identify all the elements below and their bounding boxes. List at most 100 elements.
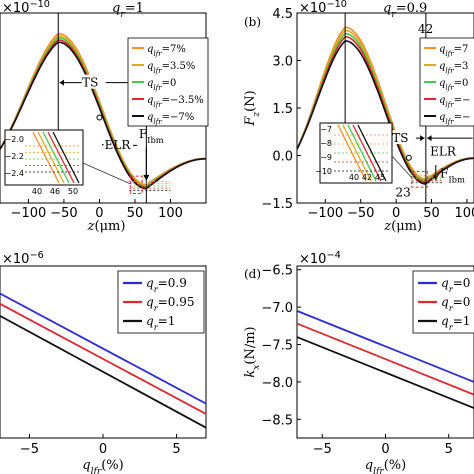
legend-label: qr=0.95 (146, 295, 194, 313)
legend-label: qlfr=−7% (147, 112, 194, 126)
series-line-1 (297, 310, 474, 383)
x-tick-label: 0 (381, 442, 389, 457)
series-line-3 (0, 315, 206, 429)
x-axis-label: z(μm) (87, 219, 126, 234)
inset-x-tick-label: 42 (362, 173, 372, 182)
inset-y-tick-label: −8 (320, 139, 332, 148)
inset-series-line (52, 131, 80, 184)
ts-label: TS (82, 76, 98, 90)
x-tick-label: −100 (11, 206, 47, 221)
panel-title: qr=1 (112, 1, 144, 20)
x-tick-label: −5 (20, 442, 39, 457)
inset-series-line (352, 124, 382, 182)
y-tick-label: −8.0 (261, 376, 293, 391)
y-tick-label: 0.0 (272, 150, 293, 165)
legend-label: qlfr=− (439, 112, 470, 126)
series-line-2 (0, 303, 206, 415)
inset-series-line (37, 131, 65, 184)
y-tick-label: −1.5 (261, 197, 293, 212)
legend-label: qr=0.9 (146, 276, 187, 294)
inset-connector (391, 155, 412, 178)
ts-label-bg (81, 74, 106, 89)
legend-label: qr=0 (441, 276, 470, 294)
curves-group (0, 32, 206, 190)
ts-arrowhead-left (59, 79, 64, 86)
elr-arrowhead (427, 135, 432, 142)
y-axis-label: kx(N/m) (243, 326, 262, 377)
x-axis-label: z(μm) (383, 219, 422, 234)
series-line-5 (297, 40, 474, 185)
inset-connector (82, 162, 131, 185)
legend-label: qlfr=0 (439, 78, 468, 92)
zoom-box (411, 170, 428, 188)
panel-title: qr=0.9 (383, 1, 427, 20)
fibm-arrowhead (143, 174, 150, 181)
legend-label: qr=0 (441, 295, 470, 313)
x-tick-label: 50 (127, 206, 144, 221)
series-line-1 (0, 292, 206, 405)
ts-arrowhead-right (420, 135, 425, 142)
x-axis-label: qlfr(%) (82, 458, 123, 474)
x-tick-label: 0 (95, 206, 103, 221)
inset-x-tick-label: 40 (349, 173, 359, 182)
legend-label: qlfr=− (439, 95, 470, 109)
elr-label: ·ELR (101, 138, 132, 152)
inset-x-tick-label: 40 (32, 187, 42, 196)
inset-x-tick-label: 45 (375, 173, 385, 182)
marker-label: 23 (396, 186, 411, 200)
legend-label: qlfr=−3.5% (147, 95, 204, 109)
y-tick-label: 4.5 (272, 7, 293, 22)
y-tick-label: −8.5 (261, 413, 293, 428)
y-tick-label: 1.5 (272, 102, 293, 117)
lines-group (297, 310, 474, 409)
equilibrium-marker (96, 114, 103, 121)
y-tick-label: −7.0 (261, 301, 293, 316)
ts-label-bg (391, 130, 416, 145)
x-axis-label: qlfr(%) (365, 458, 406, 474)
legend-label: qr=1 (441, 314, 470, 332)
zoom-box (130, 175, 143, 194)
elr-label: ELR (430, 145, 457, 159)
inset-series-line (357, 124, 387, 182)
series-line-3 (297, 336, 474, 409)
ts-label: TS (392, 131, 408, 145)
exponent-label: ×10−4 (299, 250, 341, 268)
inset-series-line (32, 131, 60, 184)
inset-y-tick-label: −2.0 (5, 135, 24, 144)
y-tick-label: −7.5 (261, 339, 293, 354)
fibm-label: FIbm (139, 127, 164, 145)
y-tick-label: −6.5 (261, 264, 293, 279)
inset-x-tick-label: 50 (68, 187, 78, 196)
legend-label: qlfr=3.5% (147, 61, 195, 75)
x-tick-label: −5 (313, 442, 332, 457)
legend-label: qlfr=0 (147, 78, 176, 92)
x-tick-label: 0 (392, 206, 400, 221)
x-tick-label: 0 (99, 442, 107, 457)
exponent-label: ×10−6 (2, 250, 44, 268)
panel-a: −100 −50 0 50 100 z(μm) ×10−10 qr=1 TS ·ELR FIbm −2… (0, 0, 209, 234)
exponent-label: ×10−10 (2, 0, 50, 16)
x-tick-label: −50 (50, 206, 77, 221)
curves-group (297, 26, 474, 185)
y-tick-label: 3.0 (272, 55, 293, 70)
inset-y-tick-label: −9 (320, 153, 332, 162)
inset-y-tick-label: −2.4 (5, 169, 24, 178)
x-tick-label: 100 (158, 206, 183, 221)
series-line-5 (0, 41, 206, 190)
inset-y-tick-label: −2.2 (5, 152, 24, 161)
series-line-2 (297, 322, 474, 396)
inset-y-tick-label: −7 (320, 125, 332, 134)
legend-label: qlfr=7 (439, 44, 468, 58)
fibm-label: FIbm (440, 167, 465, 185)
x-tick-label: 100 (455, 206, 474, 221)
inset-series-line (42, 131, 70, 184)
panel-b: −100 −50 0 50 100 z(μm) ×10−10 qr=0.9 (b) 42 −1.5 0… (243, 0, 474, 234)
y-axis-label: Fz(N) (243, 90, 262, 126)
inset-series-line (342, 124, 372, 182)
exponent-label: ×10−10 (299, 0, 347, 16)
x-tick-label: 5 (172, 442, 180, 457)
inset-y-tick-label: −10 (315, 167, 332, 176)
